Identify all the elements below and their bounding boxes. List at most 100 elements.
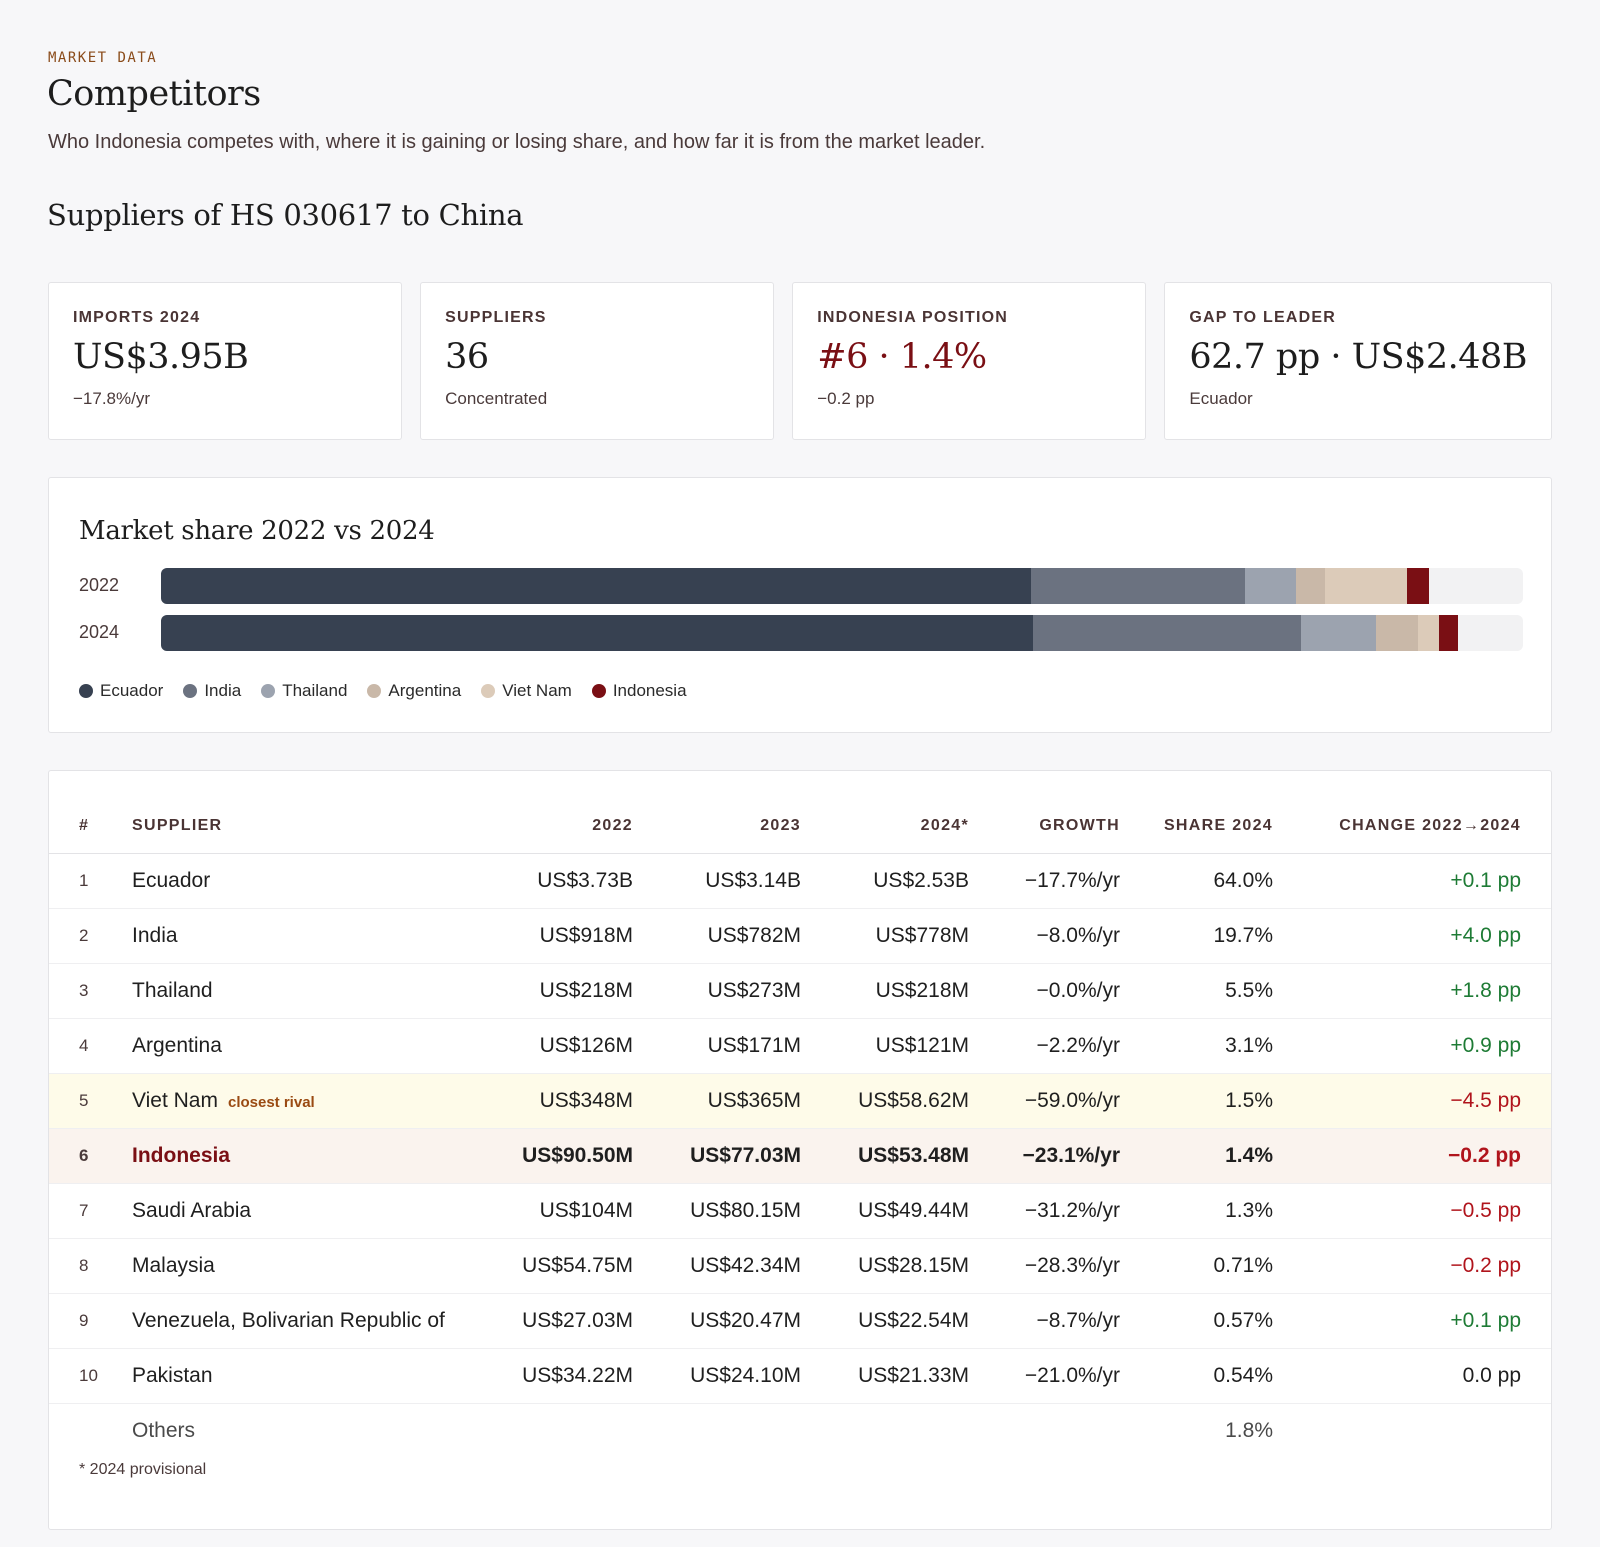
y2023-value: US$171M [707, 1034, 801, 1057]
cell-y2024: US$49.44M [801, 1183, 969, 1239]
cell-y2022: US$27.03M [502, 1293, 633, 1349]
kpi-value: US$3.95B [73, 337, 249, 377]
cell-growth: −31.2%/yr [969, 1183, 1120, 1239]
cell-share: 1.4% [1120, 1128, 1273, 1184]
column-header-supplier[interactable]: SUPPLIER [132, 799, 502, 854]
y2024-value: US$778M [875, 924, 969, 947]
column-header-2024[interactable]: 2024* [801, 799, 969, 854]
table-row[interactable]: 5 Viet Nam closest rival US$348M US$365M US$5… [49, 1073, 1551, 1129]
share-value: 0.71% [1213, 1254, 1273, 1277]
cell-y2024: US$778M [801, 908, 969, 964]
cell-rank: 10 [49, 1348, 132, 1404]
kpi-card-gap-to-leader: GAP TO LEADER 62.7 pp · US$2.48B Ecuador [1164, 282, 1553, 440]
table-row[interactable]: 9 Venezuela, Bolivarian Republic of US$27.… [49, 1293, 1551, 1349]
column-header-2022[interactable]: 2022 [502, 799, 633, 854]
kpi-value: 36 [445, 337, 489, 377]
table-row[interactable]: 10 Pakistan US$34.22M US$24.10M US$21.33M −21… [49, 1348, 1551, 1404]
cell-rank: 4 [49, 1018, 132, 1074]
cell-y2024: US$2.53B [801, 853, 969, 909]
bar-label: 2022 [79, 575, 120, 595]
bar-segment-india [1032, 615, 1301, 651]
supplier-value: Saudi Arabia [132, 1199, 252, 1222]
cell-share: 0.71% [1120, 1238, 1273, 1294]
table-row[interactable]: 6 Indonesia US$90.50M US$77.03M US$53.48M −23… [49, 1128, 1551, 1184]
table-row[interactable]: 2 India US$918M US$782M US$778M −8.0%/yr 19.7%… [49, 908, 1551, 964]
cell-y2022: US$90.50M [502, 1128, 633, 1184]
growth-value: −0.0%/yr [1036, 979, 1120, 1002]
cell-change: +1.8 pp [1273, 963, 1551, 1019]
column-header-2023[interactable]: 2023 [633, 799, 801, 854]
cell-rank: 3 [49, 963, 132, 1019]
column-header-change[interactable]: CHANGE 2022→2024 [1273, 799, 1551, 854]
kpi-label: GAP TO LEADER [1189, 309, 1336, 326]
rank-value: 4 [79, 1036, 89, 1055]
table-row[interactable]: 1 Ecuador US$3.73B US$3.14B US$2.53B −17.7%/y… [49, 853, 1551, 909]
bar-segment-thailand [1300, 615, 1376, 651]
cell-y2022: US$126M [502, 1018, 633, 1074]
supplier-value: Malaysia [132, 1254, 215, 1277]
table-body: 1 Ecuador US$3.73B US$3.14B US$2.53B −17.7%/y… [49, 853, 1551, 1459]
cell-growth [969, 1404, 1120, 1459]
share-value: 64.0% [1213, 869, 1273, 892]
cell-share: 64.0% [1120, 853, 1273, 909]
page-title: Competitors [47, 74, 261, 114]
growth-value: −17.7%/yr [1024, 869, 1120, 892]
rank-value: 7 [79, 1201, 89, 1220]
cell-change: −0.5 pp [1273, 1183, 1551, 1239]
cell-change: +0.9 pp [1273, 1018, 1551, 1074]
cell-rank: 6 [49, 1128, 132, 1184]
table-row[interactable]: 7 Saudi Arabia US$104M US$80.15M US$49.44M −3… [49, 1183, 1551, 1239]
cell-supplier: Indonesia [132, 1128, 502, 1184]
column-header-growth[interactable]: GROWTH [969, 799, 1120, 854]
legend-swatch [183, 684, 198, 698]
chart-legend: Ecuador India Thailand Argentina Viet Nam Ind… [79, 681, 687, 701]
y2023-value: US$782M [707, 924, 801, 947]
legend-swatch [367, 684, 382, 698]
suppliers-table-card: # SUPPLIER 2022 2023 2024* GROWTH SHARE … [48, 770, 1552, 1530]
cell-rank: 2 [49, 908, 132, 964]
change-value: −0.2 pp [1448, 1144, 1521, 1167]
y2023-value: US$20.47M [690, 1309, 801, 1332]
y2022-value: US$34.22M [522, 1364, 633, 1387]
y2022-value: US$218M [539, 979, 633, 1002]
table-row[interactable]: 4 Argentina US$126M US$171M US$121M −2.2%/yr 3… [49, 1018, 1551, 1074]
column-header-share[interactable]: SHARE 2024 [1120, 799, 1273, 854]
cell-rank: 7 [49, 1183, 132, 1239]
change-value: −4.5 pp [1450, 1089, 1521, 1112]
legend-label: Thailand [282, 681, 348, 700]
growth-value: −23.1%/yr [1022, 1144, 1121, 1167]
cell-share: 1.8% [1225, 1419, 1273, 1442]
cell-share: 19.7% [1120, 908, 1273, 964]
cell-change: +0.1 pp [1273, 1293, 1551, 1349]
change-value: −0.5 pp [1450, 1199, 1521, 1222]
bar-row-2024: 2024 [79, 615, 1523, 651]
y2023-value: US$365M [707, 1089, 801, 1112]
table-row[interactable]: 3 Thailand US$218M US$273M US$218M −0.0%/yr 5.… [49, 963, 1551, 1019]
cell-y2024: US$58.62M [801, 1073, 969, 1129]
cell-share: 1.3% [1120, 1183, 1273, 1239]
bar-segment-viet-nam [1325, 568, 1408, 604]
cell-share: 0.54% [1120, 1348, 1273, 1404]
supplier-value: Thailand [132, 979, 213, 1002]
cell-growth: −28.3%/yr [969, 1238, 1120, 1294]
cell-change: +0.1 pp [1273, 853, 1551, 909]
table-row[interactable]: 8 Malaysia US$54.75M US$42.34M US$28.15M −28.… [49, 1238, 1551, 1294]
y2023-value: US$24.10M [690, 1364, 801, 1387]
cell-rank: 9 [49, 1293, 132, 1349]
kpi-label: IMPORTS 2024 [73, 309, 201, 326]
legend-swatch [481, 684, 496, 698]
supplier-value: Pakistan [132, 1364, 213, 1387]
cell-y2023: US$42.34M [633, 1238, 801, 1294]
supplier-value: Argentina [132, 1034, 222, 1057]
cell-y2024: US$28.15M [801, 1238, 969, 1294]
market-share-chart: Market share 2022 vs 2024 2022 2024 Ecua… [48, 477, 1552, 733]
legend-label: Indonesia [612, 681, 687, 700]
cell-supplier: Pakistan [132, 1348, 502, 1404]
cell-y2023: US$77.03M [633, 1128, 801, 1184]
cell-supplier: Venezuela, Bolivarian Republic of [132, 1293, 502, 1349]
share-value: 19.7% [1213, 924, 1273, 947]
cell-y2024: US$21.33M [801, 1348, 969, 1404]
column-header-rank[interactable]: # [49, 799, 132, 854]
growth-value: −8.7%/yr [1036, 1309, 1120, 1332]
legend-item: Thailand [261, 681, 347, 701]
